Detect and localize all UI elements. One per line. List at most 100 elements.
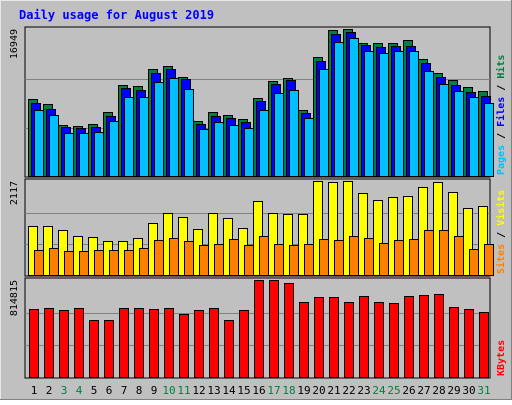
bar-pages-day-11 (184, 89, 194, 177)
bar-kbytes-day-5 (89, 320, 99, 378)
x-tick-label-day-12: 12 (192, 384, 205, 397)
bar-kbytes-day-12 (194, 310, 204, 378)
bar-visits-day-25 (388, 197, 398, 276)
panel-top: 16949 Pages / Files / Hits (9, 26, 507, 178)
x-tick-label-day-13: 13 (207, 384, 220, 397)
x-tick-label-day-16: 16 (252, 384, 265, 397)
bar-sites-day-14 (229, 239, 239, 276)
bar-sites-day-10 (169, 238, 179, 276)
bar-sites-day-27 (424, 230, 434, 276)
bar-visits-day-26 (403, 196, 413, 276)
axis-label-part: / (496, 127, 507, 145)
bar-kbytes-day-3 (59, 310, 69, 378)
bar-pages-day-9 (154, 82, 164, 177)
bar-pages-day-4 (79, 133, 89, 177)
bar-pages-day-23 (364, 51, 374, 177)
bar-kbytes-day-31 (479, 312, 489, 378)
x-tick-label-day-27: 27 (417, 384, 430, 397)
x-tick-label-day-29: 29 (447, 384, 460, 397)
bar-sites-day-29 (454, 236, 464, 276)
x-tick-label-day-5: 5 (91, 384, 98, 397)
bar-sites-day-28 (439, 230, 449, 276)
bar-kbytes-day-13 (209, 308, 219, 378)
axis-label-part: Visits (495, 190, 507, 226)
x-tick-label-day-7: 7 (121, 384, 128, 397)
bar-sites-day-1 (34, 250, 44, 276)
bar-sites-day-2 (49, 248, 59, 276)
panel-bottom: 814815 KBytes (9, 277, 507, 379)
x-tick-label-day-28: 28 (432, 384, 445, 397)
bar-kbytes-day-11 (179, 314, 189, 378)
bar-kbytes-day-4 (74, 308, 84, 378)
bar-kbytes-day-14 (224, 320, 234, 378)
bar-sites-day-20 (319, 239, 329, 276)
bar-sites-day-30 (469, 249, 479, 276)
x-tick-label-day-24: 24 (372, 384, 386, 397)
bar-pages-day-13 (214, 122, 224, 177)
bar-sites-day-25 (394, 240, 404, 276)
x-tick-label-day-1: 1 (31, 384, 38, 397)
bar-pages-day-7 (124, 97, 134, 177)
bar-kbytes-day-17 (269, 280, 279, 378)
bar-sites-day-13 (214, 244, 224, 276)
panel-bottom-max-label: 814815 (9, 280, 20, 316)
chart-title: Daily usage for August 2019 (19, 8, 214, 22)
x-tick-label-day-10: 10 (162, 384, 175, 397)
bar-pages-day-29 (454, 91, 464, 177)
bar-visits-day-21 (328, 182, 338, 276)
bar-pages-day-17 (274, 93, 284, 177)
x-tick-label-day-19: 19 (297, 384, 310, 397)
bar-sites-day-16 (259, 236, 269, 276)
bar-pages-day-15 (244, 128, 254, 177)
x-tick-label-day-6: 6 (106, 384, 113, 397)
x-tick-label-day-4: 4 (76, 384, 83, 397)
panel-top-axis-label: Pages / Files / Hits (495, 55, 507, 175)
bar-pages-day-2 (49, 115, 59, 177)
x-tick-label-day-30: 30 (462, 384, 475, 397)
bar-pages-day-10 (169, 78, 179, 177)
bar-pages-day-5 (94, 132, 104, 177)
panel-bottom-axis-label: KBytes (496, 340, 507, 376)
x-tick-label-day-25: 25 (387, 384, 400, 397)
bar-pages-day-19 (304, 118, 314, 177)
bar-pages-day-20 (319, 69, 329, 177)
bar-kbytes-day-1 (29, 309, 39, 378)
bar-kbytes-day-16 (254, 280, 264, 378)
bar-kbytes-day-23 (359, 296, 369, 378)
bar-sites-day-21 (334, 240, 344, 276)
bar-visits-day-20 (313, 181, 323, 276)
x-tick-label-day-22: 22 (342, 384, 355, 397)
x-tick-label-day-18: 18 (282, 384, 295, 397)
bar-visits-day-23 (358, 193, 368, 276)
bar-pages-day-31 (484, 103, 494, 177)
x-tick-label-day-20: 20 (312, 384, 325, 397)
axis-label-part: Sites (495, 244, 507, 274)
bar-pages-day-26 (409, 51, 419, 177)
bar-sites-day-31 (484, 244, 494, 276)
bar-sites-day-11 (184, 241, 194, 276)
panel-middle-axis-label: Sites / Visits (495, 190, 507, 274)
bar-pages-day-16 (259, 110, 269, 177)
bar-sites-day-26 (409, 239, 419, 276)
x-tick-label-day-15: 15 (237, 384, 250, 397)
bar-kbytes-day-8 (134, 308, 144, 378)
axis-label-part: / (496, 226, 507, 244)
x-tick-label-day-3: 3 (61, 384, 68, 397)
bar-sites-day-9 (154, 240, 164, 276)
axis-label-part: / (496, 79, 507, 97)
axis-label-part: Files (495, 97, 507, 127)
bar-kbytes-day-9 (149, 309, 159, 378)
bar-kbytes-day-24 (374, 302, 384, 378)
bar-sites-day-19 (304, 244, 314, 276)
bar-sites-day-7 (124, 250, 134, 276)
bar-sites-day-24 (379, 243, 389, 276)
bar-sites-day-15 (244, 245, 254, 276)
bar-pages-day-22 (349, 38, 359, 177)
bar-kbytes-day-18 (284, 283, 294, 378)
bar-visits-day-22 (343, 181, 353, 276)
bar-pages-day-14 (229, 125, 239, 177)
bar-visits-day-31 (478, 206, 488, 276)
x-tick-label-day-31: 31 (477, 384, 490, 397)
x-tick-label-day-21: 21 (327, 384, 340, 397)
